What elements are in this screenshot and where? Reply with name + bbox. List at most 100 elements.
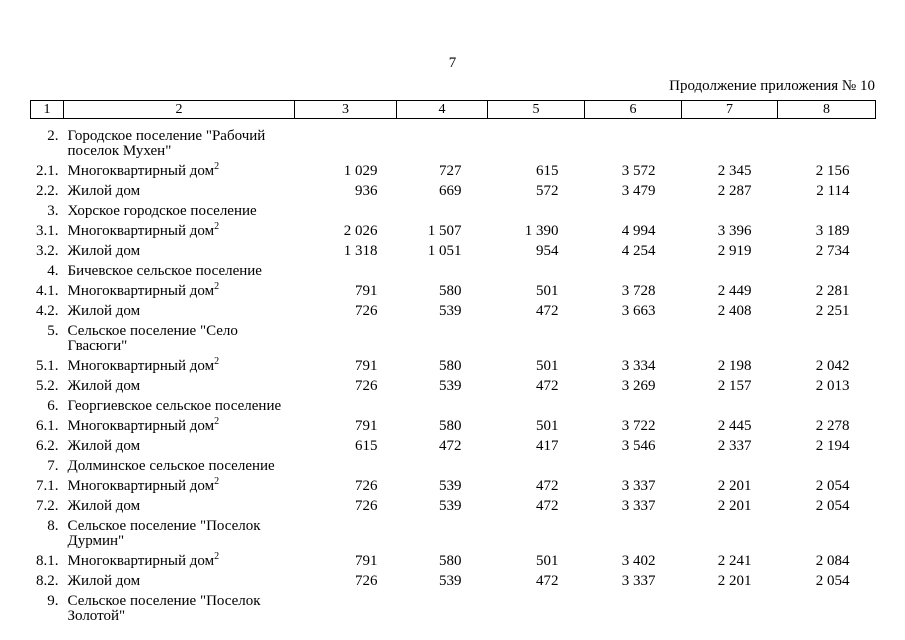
row-label-line: Жилой дом [68,574,295,589]
column-header: 2 [63,100,295,119]
row-value [488,262,585,282]
footnote-marker: 2 [214,221,220,232]
row-label: Многоквартирный дом2 [64,162,295,182]
row-value: 539 [439,378,462,394]
row-value: 2 054 [815,573,850,589]
row-label: Долминское сельское поселение [64,457,295,477]
row-value [778,322,876,357]
row-label-line: Сельское поселение "Село [68,324,295,339]
row-value: 2 281 [815,283,850,299]
row-value: 501 [536,418,559,434]
row-number: 6.2. [36,438,59,454]
row-value: 1 318 [343,243,378,259]
row-value [585,397,682,417]
row-value: 2 278 [815,418,850,434]
row-label-line: Многоквартирный дом2 [68,221,295,239]
table-row: 4.1. Многоквартирный дом2 791 580 501 3 728 2 … [31,282,876,302]
row-label: Жилой дом [64,497,295,517]
row-value: 3 728 [621,283,656,299]
row-value: 2 734 [815,243,850,259]
row-label-line: Хорское городское поселение [68,204,295,219]
row-value: 615 [355,438,378,454]
row-number: 7.2. [36,498,59,514]
row-label-text: Жилой дом [67,183,141,199]
row-value: 3 189 [815,223,850,239]
row-value [397,202,488,222]
row-label-text: Многоквартирный дом [67,358,215,374]
row-value [682,397,778,417]
table-row: 8.1. Многоквартирный дом2 791 580 501 3 402 2 … [31,552,876,572]
row-value: 472 [439,438,462,454]
row-label: Жилой дом [64,377,295,397]
table-row: 6.1. Многоквартирный дом2 791 580 501 3 722 2 … [31,417,876,437]
row-label-line: Многоквартирный дом2 [67,551,295,569]
row-label-line: Жилой дом [68,304,295,319]
row-value: 417 [536,438,559,454]
row-label-text: Георгиевское сельское поселение [67,398,282,414]
row-number: 2. [47,128,59,144]
row-label-line: поселок Мухен" [68,144,295,159]
table-header: 1 2 3 4 5 6 7 8 [30,100,876,119]
row-value: 3 479 [621,183,656,199]
row-value: 539 [439,498,462,514]
row-value [778,517,876,552]
row-value: 539 [439,573,462,589]
row-value: 726 [355,498,378,514]
row-label-text: Жилой дом [67,573,141,589]
row-value: 791 [355,283,378,299]
row-value: 2 449 [717,283,752,299]
row-value: 1 390 [524,223,559,239]
footnote-marker: 2 [214,476,220,487]
section-row: 2. Городское поселение "Рабочий поселок Му… [31,119,876,163]
row-value [397,517,488,552]
row-value: 954 [536,243,559,259]
column-header: 8 [777,100,876,119]
row-value [488,397,585,417]
row-value: 615 [536,163,559,179]
row-value [397,397,488,417]
table-row: 5.1. Многоквартирный дом2 791 580 501 3 334 2 … [31,357,876,377]
row-label-text: Жилой дом [67,243,141,259]
row-value: 3 663 [621,303,656,319]
row-label-text: поселок Мухен" [67,143,172,159]
row-label-line: Бичевское сельское поселение [68,264,295,279]
row-label-text: Многоквартирный дом [67,163,215,179]
row-label-text: Жилой дом [67,378,141,394]
footnote-marker: 2 [214,551,220,562]
row-value [682,262,778,282]
row-value: 1 029 [343,163,378,179]
row-label-text: Многоквартирный дом [67,553,215,569]
row-number: 9. [47,593,59,609]
row-label: Георгиевское сельское поселение [64,397,295,417]
row-label: Многоквартирный дом2 [64,552,295,572]
row-value [778,397,876,417]
row-label-text: Жилой дом [67,438,141,454]
row-value: 580 [439,418,462,434]
row-value: 726 [355,573,378,589]
row-label-text: Сельское поселение "Поселок [67,518,261,534]
row-value: 539 [439,303,462,319]
row-number: 7. [47,458,59,474]
row-label: Сельское поселение "Село Гвасюги" [64,322,295,357]
row-value: 2 042 [815,358,850,374]
row-number: 5.2. [36,378,59,394]
row-label-text: Гвасюги" [67,338,128,354]
row-label-line: Жилой дом [68,379,295,394]
column-header: 4 [396,100,488,119]
row-value [682,119,778,163]
row-value: 2 408 [717,303,752,319]
row-number: 6. [47,398,59,414]
row-value: 580 [439,553,462,569]
row-value [682,517,778,552]
row-value: 669 [439,183,462,199]
row-value: 472 [536,378,559,394]
row-label-text: Жилой дом [67,303,141,319]
row-label-line: Многоквартирный дом2 [67,357,295,374]
row-label-line: Многоквартирный дом2 [68,282,295,299]
row-value: 3 337 [621,498,656,514]
row-number: 3. [47,203,59,219]
row-number: 8.1. [36,553,59,569]
row-label-text: Многоквартирный дом [67,478,215,494]
table-body: 2. Городское поселение "Рабочий поселок Му… [31,119,876,628]
table-row: 4.2. Жилой дом 726 539 472 3 663 2 408 2 251 [31,302,876,322]
